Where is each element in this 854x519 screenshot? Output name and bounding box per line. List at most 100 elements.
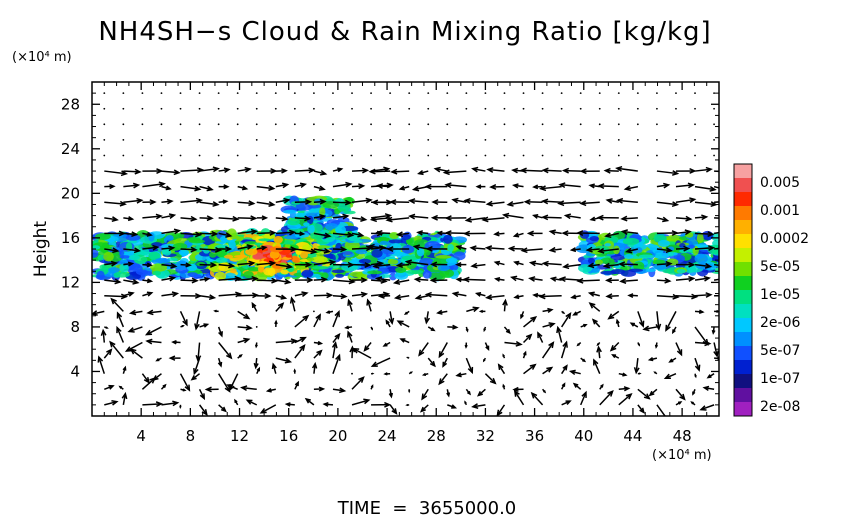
wind-vector — [541, 138, 544, 141]
wind-vector — [217, 154, 220, 157]
cloud-cell — [103, 251, 114, 262]
wind-vector — [251, 301, 258, 312]
wind-vector — [123, 291, 135, 297]
wind-vector — [560, 138, 563, 141]
wind-vector — [100, 328, 107, 343]
wind-vector — [128, 309, 143, 316]
wind-vector — [122, 107, 125, 110]
wind-vector — [218, 246, 233, 252]
wind-vector — [180, 246, 198, 253]
wind-vector — [656, 170, 680, 176]
wind-vector — [351, 107, 353, 110]
wind-vector — [351, 123, 353, 126]
wind-vector — [675, 342, 683, 357]
wind-vector — [654, 342, 659, 349]
wind-vector — [408, 154, 411, 157]
wind-vector — [199, 166, 220, 173]
cloud-cell — [125, 234, 141, 241]
wind-vector — [656, 261, 673, 267]
wind-vector — [617, 123, 620, 126]
wind-vector — [332, 231, 355, 238]
wind-vector — [482, 357, 487, 363]
wind-vector — [637, 372, 642, 375]
wind-vector — [313, 169, 328, 176]
wind-vector — [675, 138, 677, 141]
wind-vector — [122, 138, 125, 141]
cloud-cell — [595, 259, 604, 265]
wind-vector — [289, 296, 296, 312]
wind-vector — [403, 310, 410, 316]
wind-vector — [313, 214, 327, 220]
wind-vector — [217, 138, 220, 141]
cloud-cell — [600, 270, 617, 275]
wind-vector — [465, 388, 472, 396]
wind-vector — [294, 291, 309, 297]
y-tick-label: 4 — [70, 362, 80, 380]
wind-vector — [675, 92, 677, 95]
wind-vector — [237, 354, 243, 359]
wind-vector — [274, 107, 277, 110]
wind-vector — [142, 401, 164, 408]
wind-vector — [389, 138, 392, 141]
wind-vector — [489, 183, 505, 190]
wind-vector — [711, 326, 716, 335]
wind-vector — [236, 154, 239, 157]
wind-vector — [213, 309, 219, 313]
y-tick-label: 16 — [61, 229, 80, 247]
wind-vector — [541, 123, 544, 126]
colorbar-segment — [734, 290, 752, 305]
wind-vector — [198, 154, 201, 157]
wind-vector — [538, 185, 562, 192]
wind-vector — [398, 185, 410, 191]
wind-vector — [446, 138, 449, 141]
x-tick-label: 20 — [328, 427, 347, 445]
wind-vector — [160, 138, 163, 141]
wind-vector — [694, 138, 696, 141]
wind-vector — [385, 319, 391, 328]
cloud-cell — [214, 271, 227, 281]
cloud-cell — [247, 267, 261, 272]
wind-vector — [451, 291, 467, 298]
colorbar-frame — [733, 163, 753, 417]
wind-vector — [217, 92, 220, 95]
wind-vector — [168, 355, 181, 361]
wind-vector — [313, 107, 315, 110]
wind-vector — [351, 376, 365, 390]
wind-vector — [455, 372, 467, 378]
wind-vector — [313, 138, 315, 141]
wind-vector — [141, 123, 144, 126]
wind-vector — [648, 388, 658, 397]
wind-vector — [591, 318, 601, 328]
cloud-cell — [589, 235, 599, 242]
wind-vector — [256, 229, 277, 236]
wind-vector — [446, 154, 449, 157]
wind-vector — [636, 123, 639, 126]
wind-vector — [694, 201, 718, 208]
wind-vector — [465, 326, 469, 333]
wind-vector — [427, 326, 436, 332]
wind-vector — [198, 404, 208, 416]
wind-vector — [542, 307, 554, 313]
cloud-cell — [356, 272, 367, 278]
wind-vector — [313, 198, 327, 205]
wind-vector — [255, 92, 258, 95]
wind-vector — [617, 92, 620, 95]
wind-vector — [160, 123, 163, 126]
wind-vector — [675, 401, 683, 406]
wind-vector — [542, 322, 556, 328]
wind-vector — [103, 92, 106, 95]
cloud-cell — [453, 251, 466, 261]
wind-vector — [144, 326, 162, 336]
wind-vector — [503, 138, 506, 141]
wind-vector — [109, 340, 124, 359]
wind-vector — [414, 294, 429, 301]
wind-vector — [332, 167, 344, 173]
cloud-cell — [342, 251, 353, 256]
wind-vector — [656, 277, 672, 284]
wind-vector — [446, 92, 449, 95]
wind-vector — [512, 386, 524, 393]
wind-vector — [587, 291, 600, 297]
time-footer: TIME = 3655000.0 — [337, 498, 517, 519]
wind-vector — [123, 279, 140, 285]
